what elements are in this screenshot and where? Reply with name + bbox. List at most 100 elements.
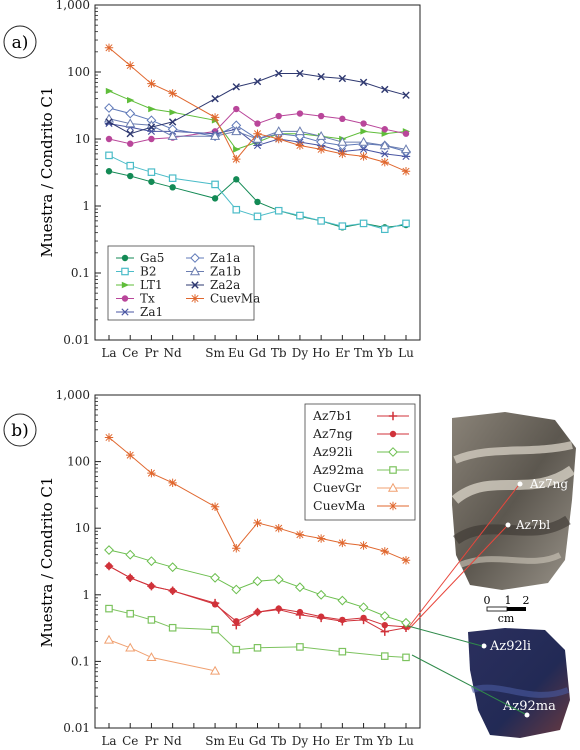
data-point	[147, 123, 156, 131]
scale-tick-2: 2	[523, 594, 530, 607]
photo-label-az92li: Az92li	[489, 639, 531, 654]
data-point	[125, 642, 136, 652]
data-point	[233, 146, 241, 153]
series-b2	[105, 151, 410, 234]
data-point	[316, 145, 326, 154]
legend-item: Za1	[116, 305, 163, 319]
data-point	[253, 212, 262, 221]
data-point	[338, 222, 347, 230]
series-az92ma	[105, 604, 410, 662]
x-tick-label: Er	[335, 734, 350, 748]
data-point	[147, 79, 156, 88]
data-point	[148, 105, 156, 113]
data-point	[211, 94, 219, 103]
data-point	[316, 131, 327, 140]
data-point	[402, 219, 410, 228]
data-point	[232, 645, 241, 654]
series-az7ng	[105, 562, 410, 631]
data-point	[253, 77, 262, 86]
legend-item: Az7b1	[312, 408, 409, 423]
legend-label: Za1b	[210, 265, 241, 279]
series-az7b1	[104, 561, 411, 636]
data-point	[232, 544, 241, 553]
legend-item: Az92ma	[312, 462, 409, 477]
legend-item: Tx	[116, 292, 155, 306]
data-point	[338, 74, 347, 83]
data-point	[105, 135, 113, 143]
legend-marker	[121, 267, 129, 276]
legend-marker	[121, 295, 129, 302]
data-point	[211, 601, 219, 608]
data-point	[359, 219, 368, 228]
data-point	[104, 545, 114, 555]
rock-photo-lower	[468, 628, 570, 738]
photo-label-az7bl: Az7bl	[515, 518, 550, 532]
link-arrow-az7bl	[407, 526, 507, 631]
data-point	[317, 73, 325, 81]
data-point	[275, 69, 283, 78]
legend-label: B2	[140, 265, 156, 279]
data-point	[360, 614, 367, 622]
legend-label: Ga5	[140, 251, 164, 265]
data-point	[402, 653, 410, 662]
x-tick-label: Pr	[145, 734, 159, 748]
legend-item: Za1b	[186, 265, 241, 279]
series-tx	[105, 105, 410, 147]
link-arrow-az92li	[407, 625, 483, 647]
x-tick-label: Tb	[271, 734, 287, 748]
data-point	[359, 541, 368, 550]
data-point	[127, 172, 134, 180]
x-tick-label: Sm	[205, 346, 225, 360]
data-point	[338, 149, 347, 159]
x-tick-label: Tm	[354, 734, 374, 748]
series-line	[108, 90, 407, 150]
data-point	[338, 647, 347, 656]
legend-marker	[389, 430, 397, 438]
panel-b-badge	[3, 413, 37, 447]
legend-label: Tx	[140, 292, 155, 306]
data-point	[380, 627, 389, 636]
series-za2a	[105, 69, 410, 138]
panel-b: b) Muestra / Condrito C1 0.01 0.1 1 10 100 1,…	[3, 388, 421, 748]
scale-bar: 0 1 2 cm	[484, 594, 530, 625]
data-point	[126, 61, 135, 70]
x-tick-label: Er	[335, 346, 350, 360]
legend-marker	[121, 254, 129, 262]
data-point	[104, 433, 114, 442]
y-tick-label: 1	[82, 199, 90, 213]
x-tick-label: Eu	[228, 734, 245, 748]
series-line	[108, 108, 407, 145]
data-point	[316, 534, 326, 543]
data-point	[339, 616, 346, 624]
scale-segment-black	[507, 607, 526, 611]
x-tick-label: Ce	[122, 734, 138, 748]
data-point	[210, 502, 220, 511]
data-point	[360, 128, 368, 135]
rock-band	[470, 684, 570, 698]
series-line	[108, 73, 407, 135]
data-point	[273, 574, 284, 585]
x-tick-label: Gd	[249, 734, 267, 748]
data-point	[359, 152, 368, 161]
legend-label: Za2a	[210, 278, 240, 292]
data-point	[380, 652, 389, 660]
data-point	[401, 167, 411, 176]
series-line	[108, 639, 216, 672]
data-point	[254, 120, 261, 127]
x-tick-label: Dy	[292, 346, 309, 360]
x-tick-label: Ce	[122, 346, 138, 360]
data-point	[168, 174, 177, 182]
data-point	[210, 131, 221, 140]
data-point	[253, 518, 262, 528]
legend-marker	[389, 466, 397, 474]
data-point	[146, 556, 157, 567]
panel-a-label: a)	[12, 33, 29, 53]
x-tick-label: Yb	[376, 346, 393, 360]
data-point	[317, 112, 325, 120]
y-axis-label-a: Muestra / Condrito C1	[38, 87, 56, 258]
data-point	[316, 589, 327, 600]
legend-item: CuevMa	[313, 498, 409, 513]
data-point	[233, 105, 240, 113]
data-point	[274, 134, 283, 144]
